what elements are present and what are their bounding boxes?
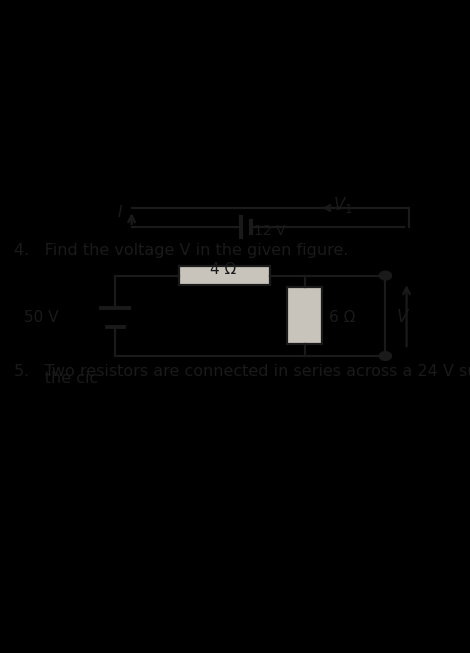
- Circle shape: [379, 271, 392, 280]
- Text: 5.   Two resistors are connected in series across a 24 V sup: 5. Two resistors are connected in series…: [14, 364, 470, 379]
- Text: I: I: [118, 205, 122, 220]
- Text: the cic: the cic: [14, 372, 98, 387]
- Bar: [287, 287, 322, 344]
- Bar: [179, 266, 270, 285]
- Circle shape: [379, 352, 392, 360]
- Text: 4.   Find the voltage V in the given figure.: 4. Find the voltage V in the given figur…: [14, 243, 349, 258]
- Text: 4 Ω: 4 Ω: [210, 262, 236, 277]
- Text: 50 V: 50 V: [24, 310, 59, 325]
- Text: V: V: [397, 308, 408, 326]
- Text: 6 Ω: 6 Ω: [329, 310, 355, 325]
- Text: $V_1$: $V_1$: [333, 195, 353, 215]
- Text: 12 V: 12 V: [253, 225, 285, 238]
